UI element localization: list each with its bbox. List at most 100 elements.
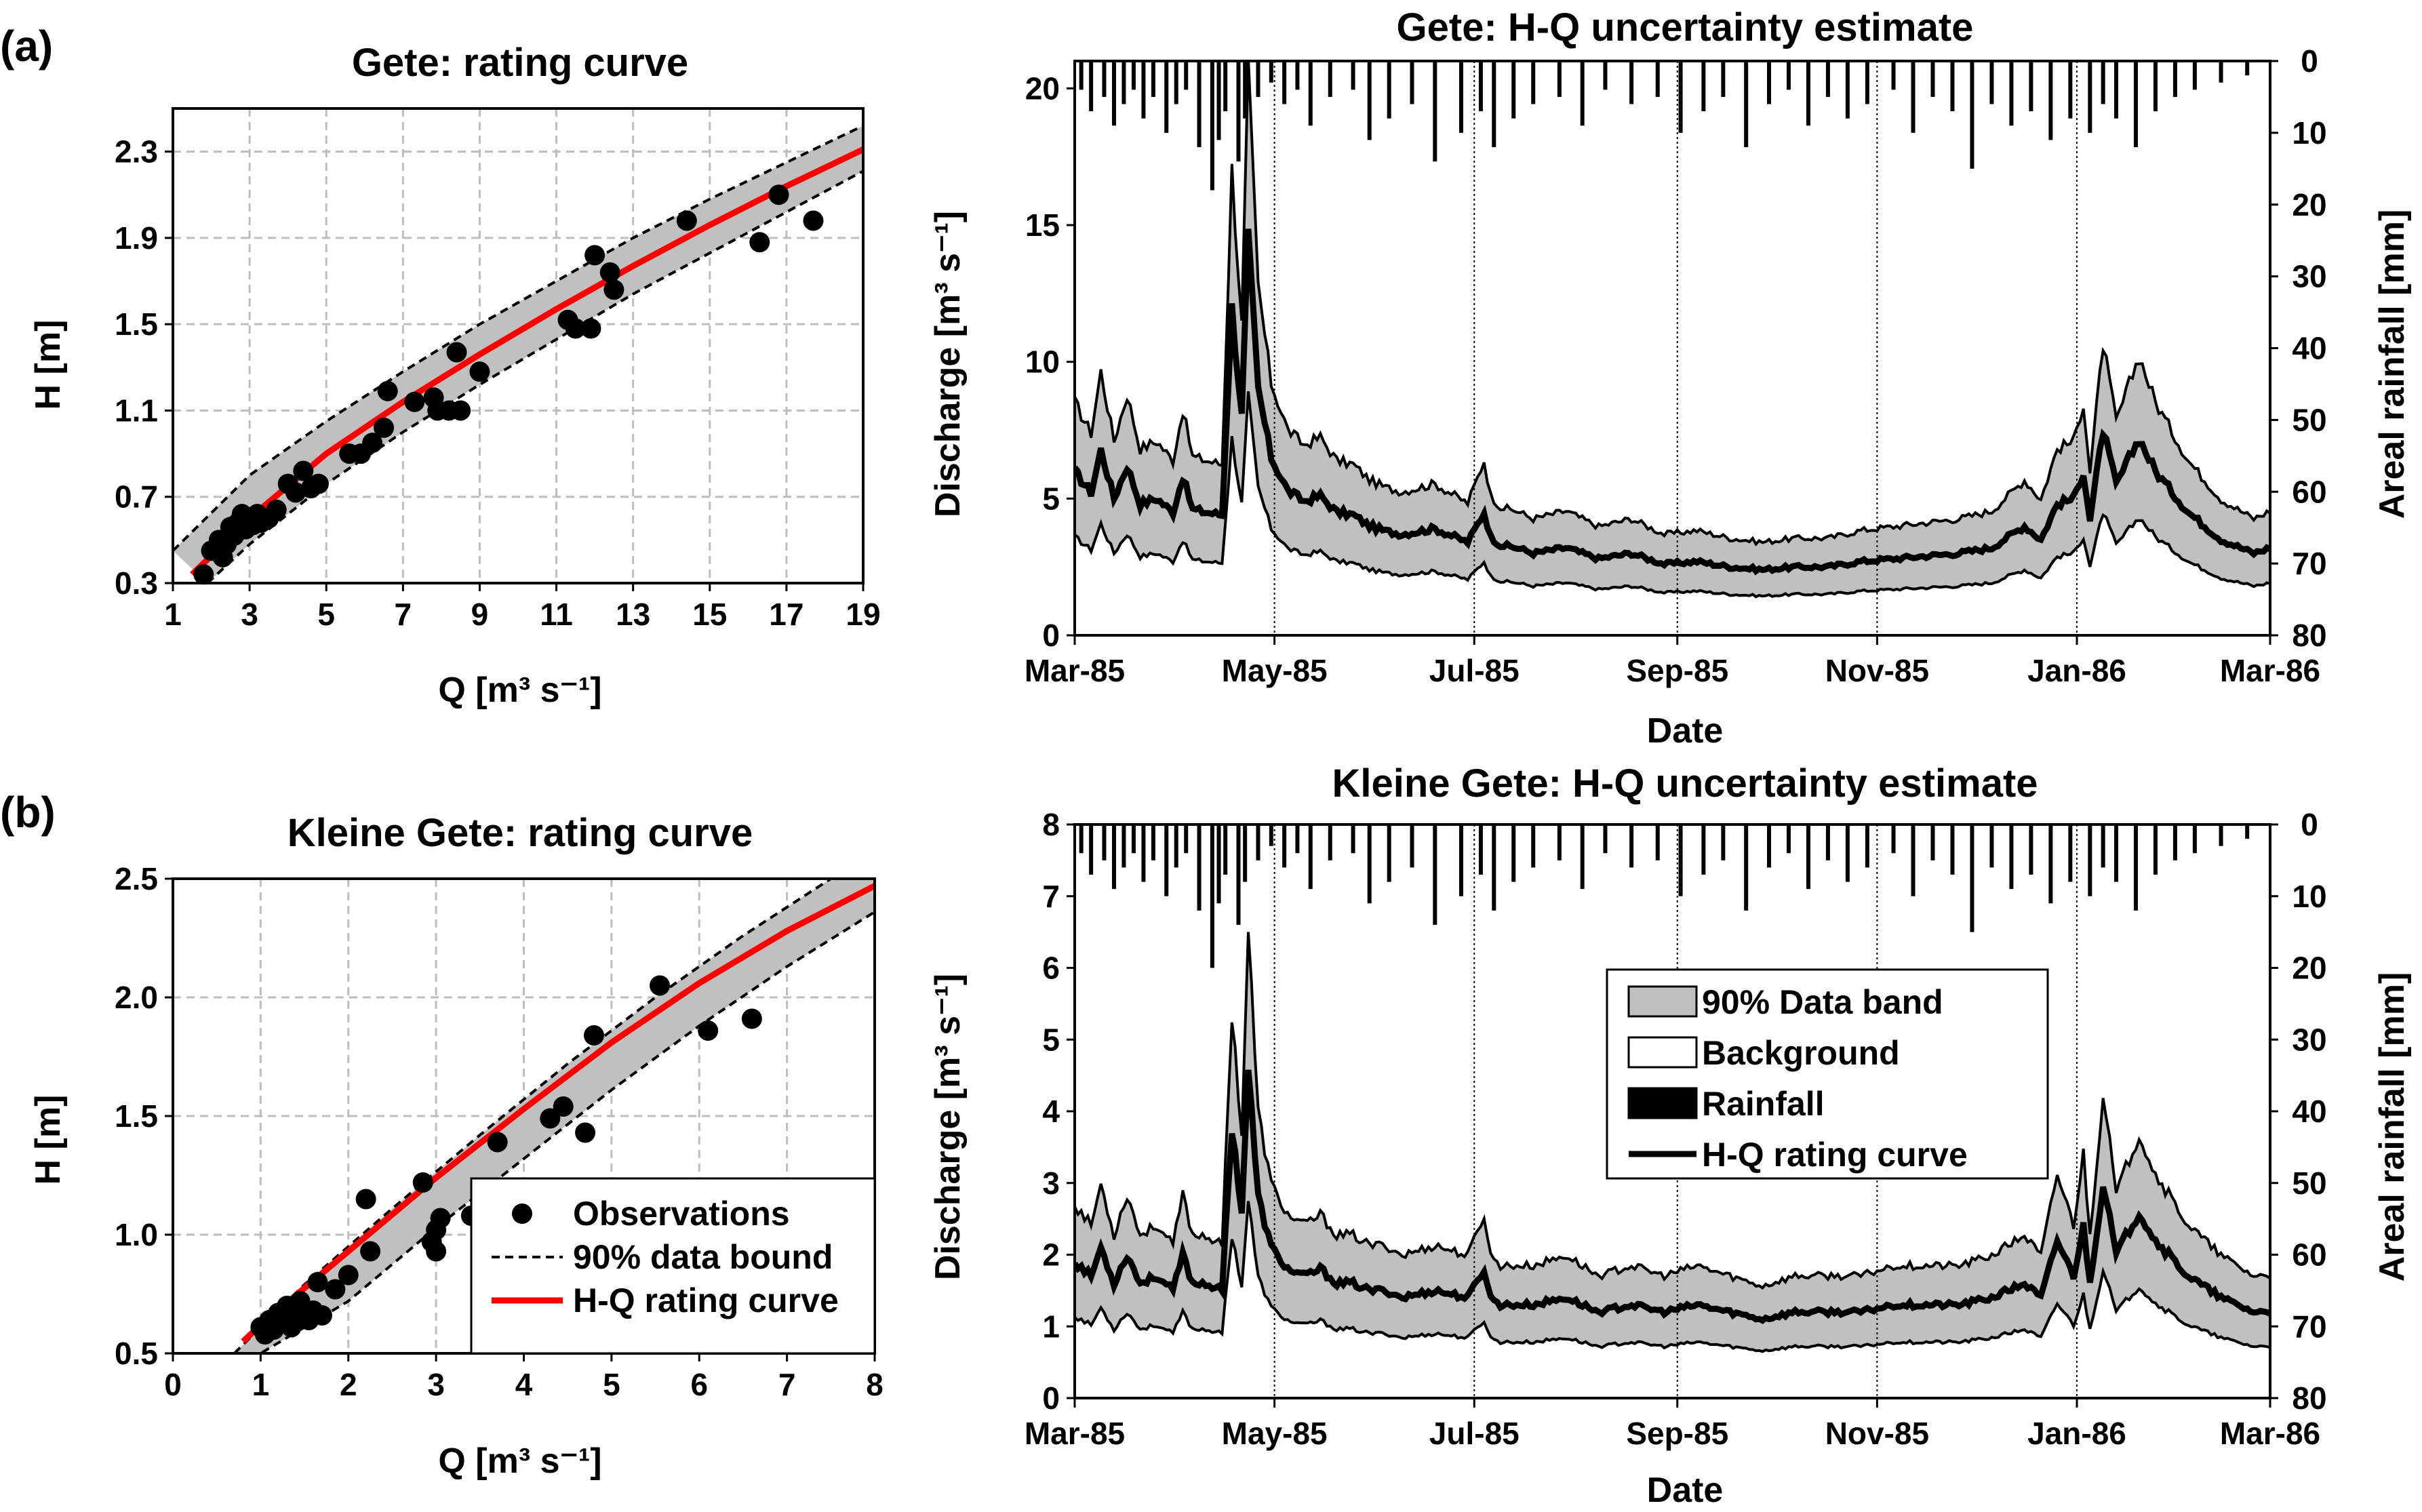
rainfall-bar [2219,61,2223,83]
chart-title: Kleine Gete: H-Q uncertainty estimate [1332,761,2038,805]
x-tick-label: 7 [778,1367,796,1402]
x-tick-label: 19 [846,597,880,632]
y-axis-label: Discharge [m³ s⁻¹] [928,211,968,517]
rainfall-bar [1121,824,1126,868]
rainfall-bar [1970,824,1974,932]
legend-label: Background [1702,1034,1900,1072]
x-tick-label: 5 [317,597,335,632]
rainfall-bar [2029,61,2033,112]
legend-swatch-background [1627,1036,1698,1069]
x-tick-label: Mar-85 [1025,1416,1125,1451]
lower-band-edge [1075,1201,2270,1353]
observation-point [584,1025,604,1046]
rainfall-bar [2088,824,2092,896]
rainfall-bar [1351,824,1355,854]
rainfall-bar [2068,824,2073,882]
rainfall-bar [1121,61,1126,104]
rainfall-bar [2153,61,2158,112]
rainfall-bar [1151,824,1155,860]
x-tick-label: 8 [866,1367,884,1402]
y2-tick-label: 50 [2292,1166,2326,1201]
x-tick-label: 0 [164,1367,182,1402]
rainfall-bar [1678,824,1683,896]
rainfall-bar [1236,61,1241,162]
y2-tick-label: 80 [2292,618,2326,653]
rainfall-bar [1367,824,1372,904]
y-tick-label: 7 [1042,879,1060,914]
rainfall-bar [1216,61,1221,140]
y2-tick-label: 70 [2292,1309,2326,1344]
x-axis-label: Q [m³ s⁻¹] [438,671,601,710]
observation-point [325,1279,346,1300]
rainfall-bar [1865,824,1869,868]
chart-title: Gete: rating curve [352,41,688,85]
x-tick-label: Sep-85 [1626,653,1728,688]
x-tick-label: 2 [340,1367,357,1402]
y2-tick-label: 50 [2292,402,2326,437]
rainfall-bar [1328,824,1332,860]
rainfall-bar [2088,61,2092,133]
rainfall-bar [2048,824,2053,904]
rainfall-bar [1825,824,1830,860]
rainfall-bar [1210,824,1214,968]
rainfall-bar [1197,61,1202,148]
legend-box [470,1177,876,1355]
rainfall-bar [1141,61,1146,119]
x-tick-label: 6 [690,1367,708,1402]
legend-label: H-Q rating curve [573,1281,839,1319]
lower-band-edge [1075,391,2270,599]
x-tick-label: Jan-86 [2027,653,2126,688]
rainfall-bar [1930,61,1935,97]
y2-tick-label: 60 [2292,1237,2326,1273]
observation-point [374,417,395,438]
y2-tick-label: 0 [2301,43,2318,79]
rainfall-bar [2219,824,2223,846]
legend-label: Rainfall [1702,1085,1825,1123]
observation-point [749,232,770,253]
lower-bound-line [206,170,863,583]
rainfall-bar [1308,824,1313,890]
rainfall-bar [1458,61,1463,133]
observation-point [565,318,586,339]
rainfall-bar [1989,824,1994,868]
rainfall-bar [1603,824,1608,854]
x-tick-label: Nov-85 [1825,653,1929,688]
y-tick-label: 15 [1025,207,1060,243]
rainfall-bar [1511,61,1516,119]
rainfall-bar [1131,824,1136,854]
y-tick-label: 1.5 [115,1098,158,1134]
observation-point [360,1241,381,1262]
x-tick-label: Mar-86 [2220,653,2320,688]
rainfall-bar [1806,61,1810,126]
rainfall-bar [2009,61,2014,126]
rainfall-bar [1701,824,1706,875]
rainfall-bar [2068,61,2073,119]
legend-label: Observations [573,1195,790,1233]
rainfall-bar [1282,824,1287,868]
rainfall-bar [1492,61,1496,148]
rainfall-bar [1174,824,1178,868]
rainfall-bar [1131,61,1136,90]
rainfall-bar [1164,824,1169,896]
legend: 90% Data band Background Rainfall H-Q ratin… [1606,968,2049,1180]
rainfall-bar [1433,61,1437,162]
x-tick-label: 15 [692,597,727,632]
rainfall-bar [1236,824,1241,926]
x-tick-label: May-85 [1222,1416,1328,1451]
rainfall-bar [1295,824,1300,854]
rainfall-bar [1891,824,1896,854]
y-tick-label: 5 [1042,1022,1060,1057]
x-tick-label: Mar-85 [1025,653,1125,688]
rainfall-bar [1197,824,1202,911]
x-tick-label: Sep-85 [1626,1416,1728,1451]
rainfall-bar [1911,61,1915,133]
y-tick-label: 2 [1042,1237,1060,1273]
legend-label: H-Q rating curve [1702,1136,1968,1174]
x-tick-label: 5 [603,1367,620,1402]
rainfall-bar [1721,824,1726,860]
rainfall-bar [1766,61,1771,104]
rainfall-bar [1845,824,1850,882]
rainfall-bar [1603,61,1608,90]
rainfall-bar [1387,824,1391,882]
